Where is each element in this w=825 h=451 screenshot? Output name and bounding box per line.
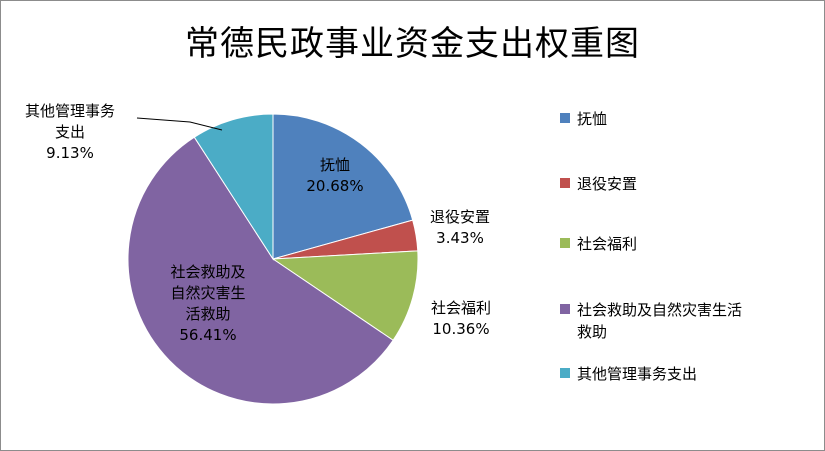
legend-swatch-5 xyxy=(560,368,570,378)
slice-label-2: 退役安置 3.43% xyxy=(430,208,490,247)
legend-swatch-2 xyxy=(560,178,570,188)
pie-slices xyxy=(127,113,419,405)
legend-swatch-4 xyxy=(560,304,570,314)
pie-slice-3 xyxy=(271,250,419,341)
legend-label-5: 其他管理事务支出 xyxy=(577,365,697,383)
legend-swatch-3 xyxy=(560,238,570,248)
legend-label-4: 社会救助及自然灾害生活救助 xyxy=(577,301,742,341)
pie-slice-5 xyxy=(193,113,274,261)
slice-label-5: 其他管理事务支出 9.13% xyxy=(25,102,115,162)
chart-title: 常德民政事业资金支出权重图 xyxy=(185,24,640,64)
slice-label-1: 抚恤 20.68% xyxy=(306,156,363,195)
leader-line xyxy=(136,117,223,131)
legend-swatch-1 xyxy=(560,113,570,123)
legend-label-1: 抚恤 xyxy=(577,110,607,128)
pie-slice-4 xyxy=(127,136,394,405)
slice-label-4: 社会救助及自然灾害生活救助 56.41% xyxy=(170,263,245,344)
legend-label-3: 社会福利 xyxy=(577,235,637,253)
slice-labels: 抚恤 20.68% 退役安置 3.43% 社会福利 10.36% 社会救助及自然灾害生活救助… xyxy=(25,102,491,344)
legend-label-2: 退役安置 xyxy=(577,175,637,193)
leader-lines xyxy=(136,117,223,131)
slice-label-3: 社会福利 10.36% xyxy=(431,299,491,338)
pie-slice-1 xyxy=(272,113,414,260)
